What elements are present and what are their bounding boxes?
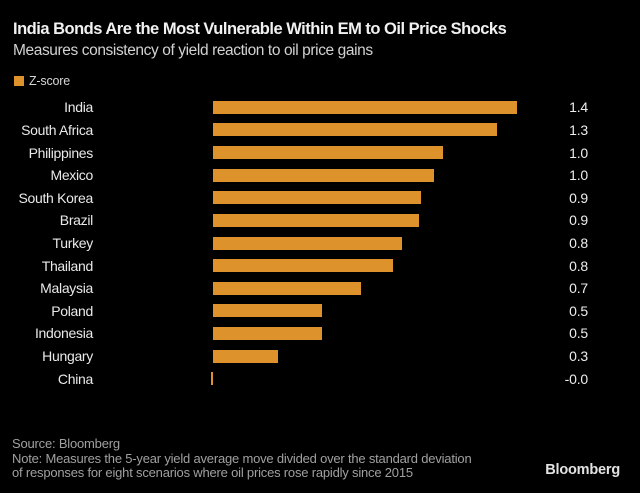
bar	[213, 168, 435, 182]
category-label: South Korea	[18, 189, 93, 206]
category-label: Philippines	[28, 144, 94, 161]
value-label: 0.9	[569, 189, 588, 206]
chart-row: Indonesia 0.5	[0, 322, 640, 345]
value-label: 1.4	[569, 99, 588, 116]
value-label: 1.0	[569, 144, 588, 161]
value-label: 0.5	[569, 302, 588, 319]
value-label: 1.0	[569, 167, 588, 184]
note-line-2: of responses for eight scenarios where o…	[12, 465, 413, 481]
legend-label: Z-score	[29, 74, 70, 88]
category-label: Mexico	[50, 167, 93, 184]
category-label: Hungary	[42, 348, 93, 365]
value-label: 0.8	[569, 235, 588, 252]
value-label: 0.8	[569, 257, 588, 274]
source-line: Source: Bloomberg	[12, 436, 120, 451]
chart-row: Malaysia 0.7	[0, 277, 640, 300]
category-label: Poland	[51, 302, 93, 319]
bloomberg-logo: Bloomberg	[545, 462, 620, 478]
category-label: India	[64, 99, 93, 116]
bar	[213, 326, 322, 340]
legend-swatch-icon	[14, 76, 24, 86]
chart-row: Thailand 0.8	[0, 254, 640, 277]
value-label: -0.0	[564, 370, 589, 387]
chart-row: Turkey 0.8	[0, 232, 640, 255]
chart-row: Mexico 1.0	[0, 164, 640, 187]
chart-row: Brazil 0.9	[0, 209, 640, 232]
category-label: Turkey	[52, 235, 94, 252]
category-label: Malaysia	[40, 280, 93, 297]
bar-chart: India 1.4 South Africa 1.3 Philippines 1.0 Mex…	[0, 96, 640, 392]
legend: Z-score	[14, 74, 70, 88]
value-label: 0.3	[569, 348, 588, 365]
chart-row: South Korea 0.9	[0, 186, 640, 209]
bar	[213, 213, 420, 227]
bar	[213, 236, 402, 250]
bar	[213, 349, 279, 363]
chart-row: Poland 0.5	[0, 300, 640, 323]
bar	[213, 123, 498, 137]
chart-row: South Africa 1.3	[0, 119, 640, 142]
chart-row: Hungary 0.3	[0, 345, 640, 368]
chart-subtitle: Measures consistency of yield reaction t…	[13, 42, 373, 59]
footer-notes: Source: Bloomberg Note: Measures the 5-y…	[12, 436, 532, 481]
bar	[213, 281, 361, 295]
bar	[213, 259, 394, 273]
note-line-1: Note: Measures the 5-year yield average …	[12, 450, 472, 466]
category-label: Thailand	[41, 257, 94, 274]
bar	[213, 304, 322, 318]
value-label: 0.5	[569, 325, 588, 342]
chart-row: China -0.0	[0, 367, 640, 390]
value-label: 1.3	[569, 121, 588, 138]
bar	[210, 372, 213, 386]
chart-row: Philippines 1.0	[0, 141, 640, 164]
bar	[213, 100, 517, 114]
category-label: Brazil	[59, 212, 94, 229]
bar	[213, 146, 444, 160]
category-label: South Africa	[21, 121, 93, 138]
chart-row: India 1.4	[0, 96, 640, 119]
category-label: Indonesia	[34, 325, 93, 342]
value-label: 0.7	[569, 280, 588, 297]
category-label: China	[57, 370, 93, 387]
chart-title: India Bonds Are the Most Vulnerable With…	[13, 20, 507, 38]
bar	[213, 191, 422, 205]
value-label: 0.9	[569, 212, 588, 229]
